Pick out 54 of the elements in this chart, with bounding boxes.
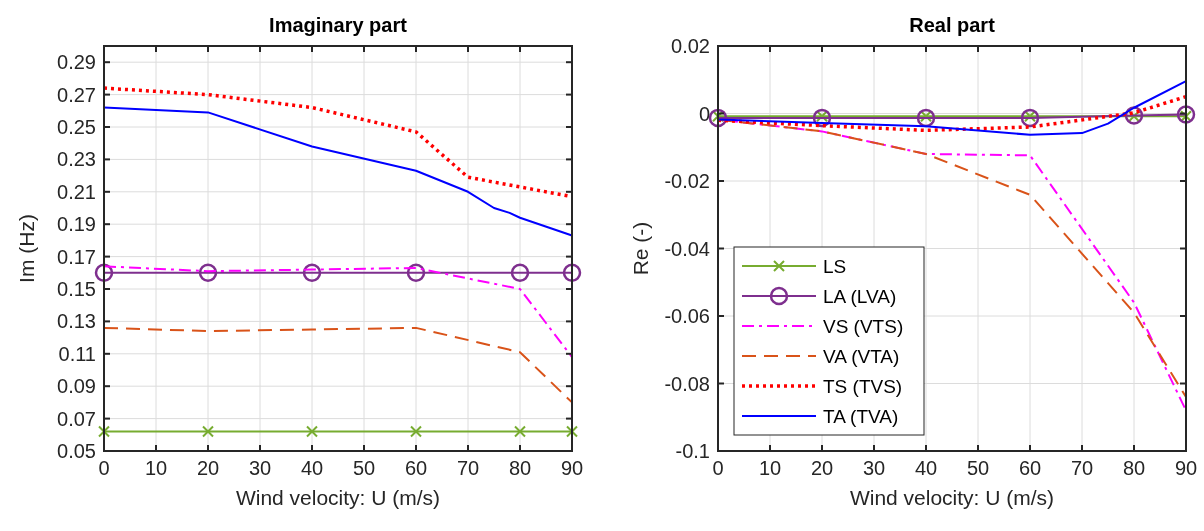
x-tick-label: 0 xyxy=(98,457,110,479)
x-axis-title: Wind velocity: U (m/s) xyxy=(849,486,1055,509)
x-tick-label: 80 xyxy=(508,457,532,479)
x-tick-label: 20 xyxy=(810,457,834,479)
x-tick-label: 50 xyxy=(966,457,990,479)
y-tick-label: 0.17 xyxy=(57,245,96,268)
x-tick-label: 50 xyxy=(352,457,376,479)
x-tick-label: 0 xyxy=(712,457,724,479)
y-tick-label: 0.09 xyxy=(57,375,96,398)
y-tick-label: -0.1 xyxy=(675,440,710,462)
y-tick-label: 0.15 xyxy=(57,278,96,300)
x-tick-label: 80 xyxy=(1122,457,1146,479)
x-tick-label: 90 xyxy=(1174,457,1198,479)
y-tick-label: -0.04 xyxy=(664,237,710,260)
line-series xyxy=(103,106,573,237)
x-tick-label: 40 xyxy=(300,457,324,479)
y-tick-label: -0.02 xyxy=(664,170,710,192)
chart-title: Real part xyxy=(909,14,996,36)
y-tick-label: 0.27 xyxy=(57,83,96,106)
x-tick-label: 30 xyxy=(248,457,272,479)
y-tick-label: 0.29 xyxy=(57,51,96,74)
legend-label: VS (VTS) xyxy=(823,315,904,337)
y-axis-title: Re (-) xyxy=(629,221,652,276)
x-tick-label: 60 xyxy=(404,457,428,479)
y-tick-label: 0.23 xyxy=(57,148,96,171)
y-tick-label: 0.11 xyxy=(58,342,96,365)
y-tick-label: 0.05 xyxy=(57,440,96,462)
x-tick-label: 90 xyxy=(560,457,584,479)
x-axis-title: Wind velocity: U (m/s) xyxy=(235,486,441,509)
legend-label: TA (TVA) xyxy=(823,405,899,427)
legend-label: VA (VTA) xyxy=(823,345,900,367)
line-series xyxy=(103,326,573,404)
legend-label: TS (TVS) xyxy=(823,375,903,397)
y-tick-label: 0.13 xyxy=(57,310,96,333)
x-tick-label: 60 xyxy=(1018,457,1042,479)
legend-label: LS xyxy=(823,255,847,277)
y-tick-label: -0.08 xyxy=(664,372,710,395)
y-tick-label: 0.07 xyxy=(57,407,96,430)
y-axis-title: Im (Hz) xyxy=(15,214,38,283)
y-tick-label: 0.02 xyxy=(671,35,710,57)
legend-label: LA (LVA) xyxy=(823,285,897,307)
x-tick-label: 70 xyxy=(456,457,480,479)
x-tick-label: 20 xyxy=(196,457,220,479)
chart-title: Imaginary part xyxy=(269,14,408,36)
y-tick-label: 0 xyxy=(698,102,710,125)
x-tick-label: 40 xyxy=(914,457,938,479)
y-tick-label: 0.21 xyxy=(57,180,96,203)
x-tick-label: 10 xyxy=(144,457,168,479)
x-tick-label: 10 xyxy=(758,457,782,479)
y-tick-label: 0.19 xyxy=(57,213,96,236)
y-tick-label: 0.25 xyxy=(57,116,96,138)
y-tick-label: -0.06 xyxy=(664,305,710,327)
x-tick-label: 30 xyxy=(862,457,886,479)
x-tick-label: 70 xyxy=(1070,457,1094,479)
